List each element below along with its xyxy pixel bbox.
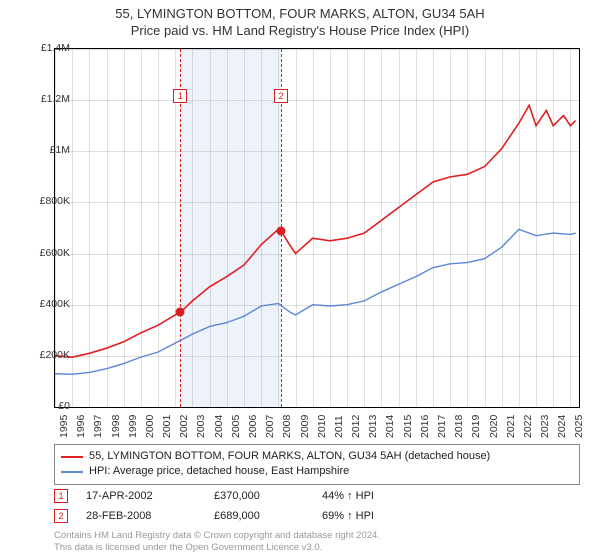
price-marker-dot [277,226,286,235]
footer-line-1: Contains HM Land Registry data © Crown c… [54,530,580,542]
x-tick-label: 2016 [419,415,431,438]
x-tick-label: 2001 [161,415,173,438]
x-tick-label: 2005 [230,415,242,438]
x-tick-label: 2014 [384,415,396,438]
legend-swatch-property [61,456,83,458]
x-tick-label: 2015 [402,415,414,438]
y-tick-label: £1.2M [24,93,70,105]
x-tick-label: 2024 [556,415,568,438]
x-tick-label: 2013 [367,415,379,438]
series-line-property [55,105,576,357]
x-tick-label: 2020 [488,415,500,438]
legend-label-property: 55, LYMINGTON BOTTOM, FOUR MARKS, ALTON,… [89,449,490,464]
y-tick-label: £400K [24,298,70,310]
x-tick-label: 2008 [281,415,293,438]
event-marker-1: 1 [54,489,68,503]
event-row-1: 1 17-APR-2002 £370,000 44% ↑ HPI [54,486,580,506]
footer-line-2: This data is licensed under the Open Gov… [54,542,580,554]
legend-item-hpi: HPI: Average price, detached house, East… [61,464,573,479]
x-tick-label: 2004 [213,415,225,438]
x-tick-label: 2018 [453,415,465,438]
title-line-1: 55, LYMINGTON BOTTOM, FOUR MARKS, ALTON,… [0,6,600,23]
chart-plot-area: 12 [54,48,580,408]
x-tick-label: 2009 [299,415,311,438]
price-marker-dot [176,308,185,317]
title-line-2: Price paid vs. HM Land Registry's House … [0,23,600,40]
event-marker-2: 2 [54,509,68,523]
chart-title: 55, LYMINGTON BOTTOM, FOUR MARKS, ALTON,… [0,0,600,40]
footer-attribution: Contains HM Land Registry data © Crown c… [54,530,580,554]
x-tick-label: 2017 [436,415,448,438]
x-tick-label: 1995 [58,415,70,438]
x-tick-label: 2023 [539,415,551,438]
y-tick-label: £1.4M [24,42,70,54]
chart-lines-svg [55,49,579,407]
y-tick-label: £800K [24,195,70,207]
series-line-hpi [55,229,576,374]
x-tick-label: 2003 [195,415,207,438]
x-tick-label: 2000 [144,415,156,438]
event-table: 1 17-APR-2002 £370,000 44% ↑ HPI 2 28-FE… [54,486,580,526]
event-date-1: 17-APR-2002 [86,490,196,502]
x-tick-label: 1999 [127,415,139,438]
chart-container: 55, LYMINGTON BOTTOM, FOUR MARKS, ALTON,… [0,0,600,560]
legend-box: 55, LYMINGTON BOTTOM, FOUR MARKS, ALTON,… [54,444,580,485]
event-pct-1: 44% ↑ HPI [322,490,442,502]
x-tick-label: 2002 [178,415,190,438]
legend-label-hpi: HPI: Average price, detached house, East… [89,464,349,479]
x-tick-label: 1998 [110,415,122,438]
x-tick-label: 2011 [333,415,345,438]
y-tick-label: £0 [24,400,70,412]
event-price-2: £689,000 [214,510,304,522]
x-tick-label: 2007 [264,415,276,438]
legend-swatch-hpi [61,471,83,473]
event-date-2: 28-FEB-2008 [86,510,196,522]
y-tick-label: £1M [24,144,70,156]
y-tick-label: £600K [24,247,70,259]
event-pct-2: 69% ↑ HPI [322,510,442,522]
x-tick-label: 1997 [92,415,104,438]
x-tick-label: 2019 [470,415,482,438]
x-tick-label: 2022 [522,415,534,438]
x-tick-label: 2006 [247,415,259,438]
x-tick-label: 2021 [505,415,517,438]
y-tick-label: £200K [24,349,70,361]
x-tick-label: 2012 [350,415,362,438]
x-tick-label: 2010 [316,415,328,438]
x-tick-label: 1996 [75,415,87,438]
event-price-1: £370,000 [214,490,304,502]
legend-item-property: 55, LYMINGTON BOTTOM, FOUR MARKS, ALTON,… [61,449,573,464]
x-tick-label: 2025 [573,415,585,438]
event-row-2: 2 28-FEB-2008 £689,000 69% ↑ HPI [54,506,580,526]
